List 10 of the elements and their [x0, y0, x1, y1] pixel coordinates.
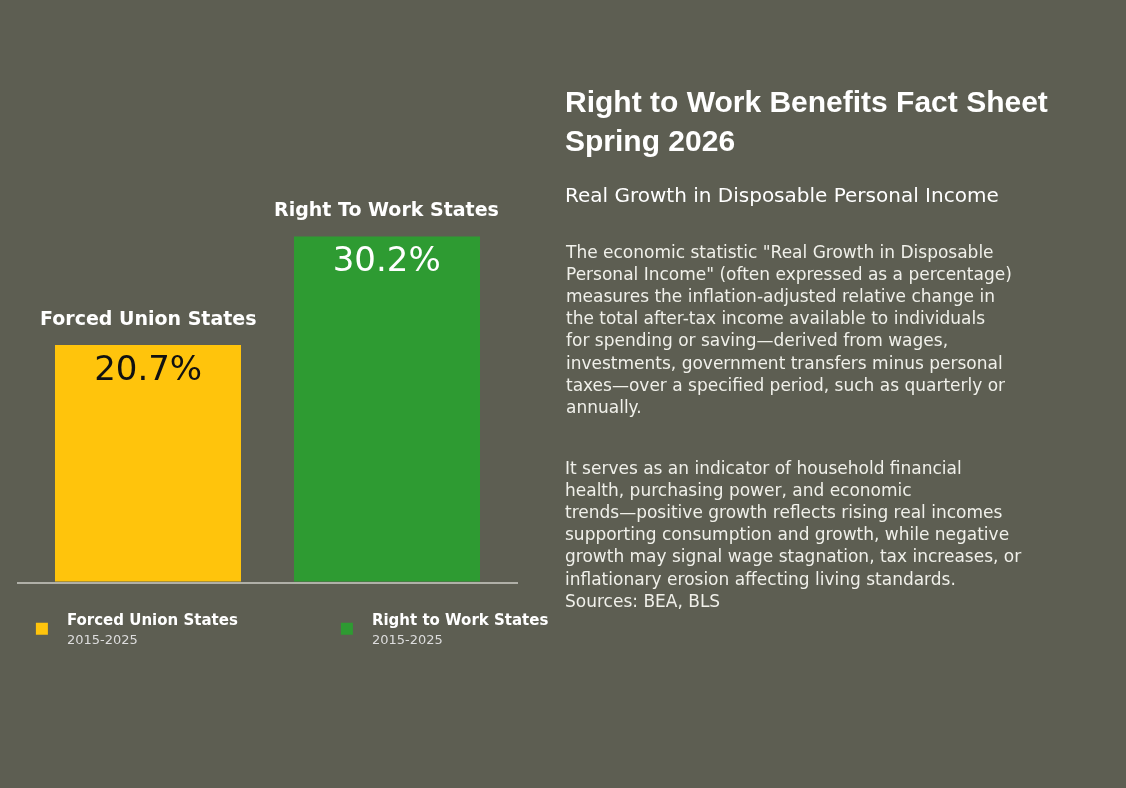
x-tick-label: Right To Work States	[274, 198, 499, 220]
text: Right to Work Benefits Fact Sheet Spring 2026	[565, 85, 1048, 157]
legend-label: Forced Union States 2015-2025	[66, 610, 238, 648]
data-label: 30.2%	[332, 239, 441, 280]
data-label: 20.7%	[94, 347, 203, 388]
text: The economic statistic "Real Growth in Disposable Personal Income" (often expressed as a percentage) measures the inflation-adjusted relative change in the total after-tax income available to individuals for spending or saving—derived from wages, investments, government transfers minus personal taxes—over a specified period, such as quarterly or annually.	[565, 242, 1012, 417]
text: Real Growth in Disposable Personal Income	[565, 183, 999, 207]
legend-label: Right to Work States 2015-2025	[371, 610, 549, 648]
text: It serves as an indicator of household financial health, purchasing power, and economic trends—positive growth reflects rising real incomes supporting consumption and growth, while negative growth may signal wage stagnation, tax increases, or inflationary erosion affecting living standards. Sources: BEA, BLS	[565, 458, 1022, 611]
x-tick-label: Forced Union States	[40, 307, 257, 329]
